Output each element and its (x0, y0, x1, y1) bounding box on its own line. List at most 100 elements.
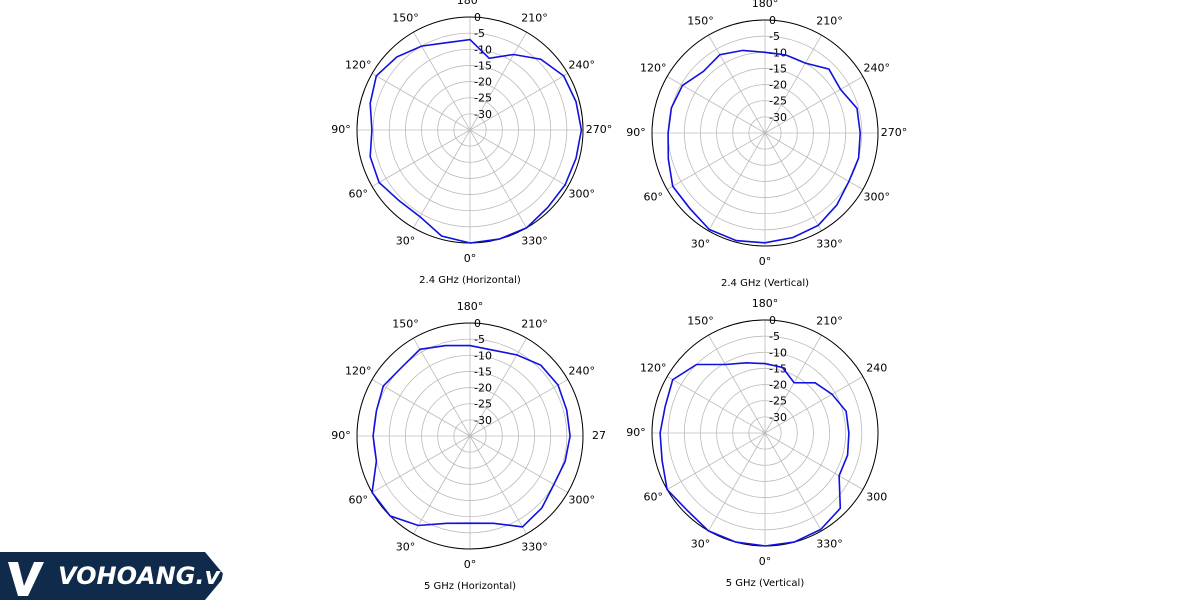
angle-tick-label: 300° (863, 191, 890, 204)
angle-tick-label: 270° (586, 123, 613, 136)
radial-grid-circle (437, 97, 503, 163)
angle-grid-line (469, 31, 527, 131)
radial-tick-label: -30 (474, 414, 492, 427)
angle-grid-line (764, 432, 864, 490)
radial-tick-label: -20 (769, 79, 787, 92)
radial-grid-circle (388, 354, 552, 518)
angle-tick-label: 330° (521, 235, 548, 248)
gain-curve (667, 49, 862, 244)
polar-chart: 0° 30° 60° 90° 120° 150° 180° 210° 240° 270° 300° 3… (331, 0, 612, 286)
angle-tick-label: 120° (345, 59, 372, 72)
radial-tick-label: -25 (769, 95, 787, 108)
radial-grid-circle (700, 68, 830, 198)
angle-tick-label: 180° (457, 0, 484, 7)
angle-tick-label: 60° (349, 188, 369, 201)
angle-tick-label: 30° (396, 541, 416, 554)
radial-tick-label: -20 (474, 76, 492, 89)
angle-grid-line (666, 376, 766, 434)
angle-grid-line (666, 76, 766, 134)
radial-tick-label: -25 (769, 395, 787, 408)
angle-grid-line (469, 435, 569, 493)
angle-tick-label: 60° (644, 491, 664, 504)
radial-grid-circle (732, 100, 798, 166)
angle-grid-line (469, 435, 527, 535)
radial-grid-circle (372, 32, 568, 228)
angle-tick-label: 150° (687, 314, 714, 327)
angle-grid-line (708, 132, 766, 232)
radial-grid-circle (683, 351, 847, 515)
logo-background (0, 552, 225, 600)
angle-tick-label: 210° (521, 317, 548, 330)
radial-tick-label: -30 (769, 111, 787, 124)
angle-tick-label: 90° (626, 426, 646, 439)
polar-chart: 0° 30° 60° 90° 120° 150° 180° 210° 240° 270° 300° 3… (626, 0, 907, 289)
logo-text: VOHOANG.vn (58, 562, 237, 590)
radial-tick-label: -5 (769, 30, 780, 43)
angle-grid-line (666, 432, 766, 490)
radial-tick-label: -5 (474, 27, 485, 40)
radial-tick-label: -20 (474, 382, 492, 395)
angle-grid-line (469, 129, 527, 229)
radial-grid-circle (716, 384, 814, 482)
angle-grid-line (764, 34, 822, 134)
angle-tick-label: 150° (687, 14, 714, 27)
angle-tick-label: 240° (863, 62, 890, 75)
radial-grid-circle (732, 400, 798, 466)
angle-grid-line (371, 129, 471, 187)
angle-tick-label: 180° (752, 297, 779, 310)
chart-caption: 2.4 GHz (Vertical) (721, 278, 809, 289)
logo-icon (8, 562, 44, 596)
chart-caption: 5 GHz (Vertical) (726, 578, 805, 589)
radial-tick-label: -10 (474, 349, 492, 362)
angle-tick-label: 90° (331, 123, 351, 136)
angle-grid-line (708, 432, 766, 532)
radial-tick-label: -5 (474, 333, 485, 346)
radial-tick-label: -10 (474, 43, 492, 56)
radial-tick-label: -15 (474, 365, 492, 378)
angle-tick-label: 120° (345, 365, 372, 378)
radial-grid-circle (453, 419, 487, 453)
plot-frame (651, 19, 879, 247)
angle-tick-label: 300° (568, 494, 595, 507)
polar-chart: 0°30°60°90°120°150°180°210°240300330°0-5… (626, 297, 887, 589)
radial-tick-label: -25 (474, 92, 492, 105)
angle-grid-line (764, 334, 822, 434)
angle-grid-line (413, 337, 471, 437)
gain-curve (659, 361, 850, 547)
angle-tick-label: 270° (881, 126, 908, 139)
angle-tick-label: 300 (866, 491, 887, 504)
angle-tick-label: 210° (816, 314, 843, 327)
radial-grid-circle (421, 81, 519, 179)
gain-curve (371, 344, 571, 528)
angle-grid-line (371, 435, 471, 493)
angle-tick-label: 300° (568, 188, 595, 201)
radial-tick-label: -25 (474, 398, 492, 411)
radial-tick-label: -30 (769, 411, 787, 424)
angle-tick-label: 120° (640, 362, 667, 375)
angle-tick-label: 150° (392, 11, 419, 24)
plot-frame (356, 322, 584, 550)
radial-grid-circle (700, 368, 830, 498)
angle-tick-label: 120° (640, 62, 667, 75)
radial-grid-circle (716, 84, 814, 182)
angle-tick-label: 150° (392, 317, 419, 330)
angle-grid-line (413, 129, 471, 229)
polar-chart: 0° 30° 60° 90° 120° 150° 180° 210° 240° 27 300° 330… (331, 300, 606, 592)
radial-tick-label: -15 (769, 62, 787, 75)
angle-tick-label: 240° (568, 59, 595, 72)
angle-grid-line (469, 379, 569, 437)
angle-grid-line (469, 129, 569, 187)
radial-grid-circle (388, 48, 552, 212)
angle-tick-label: 0° (464, 558, 477, 571)
angle-grid-line (764, 432, 822, 532)
angle-grid-line (371, 379, 471, 437)
angle-tick-label: 90° (331, 429, 351, 442)
radial-tick-label: -20 (769, 379, 787, 392)
angle-grid-line (371, 73, 471, 131)
radial-tick-label: -10 (769, 46, 787, 59)
radial-grid-circle (748, 116, 782, 150)
angle-tick-label: 0° (464, 252, 477, 265)
angle-tick-label: 27 (592, 429, 606, 442)
angle-tick-label: 90° (626, 126, 646, 139)
